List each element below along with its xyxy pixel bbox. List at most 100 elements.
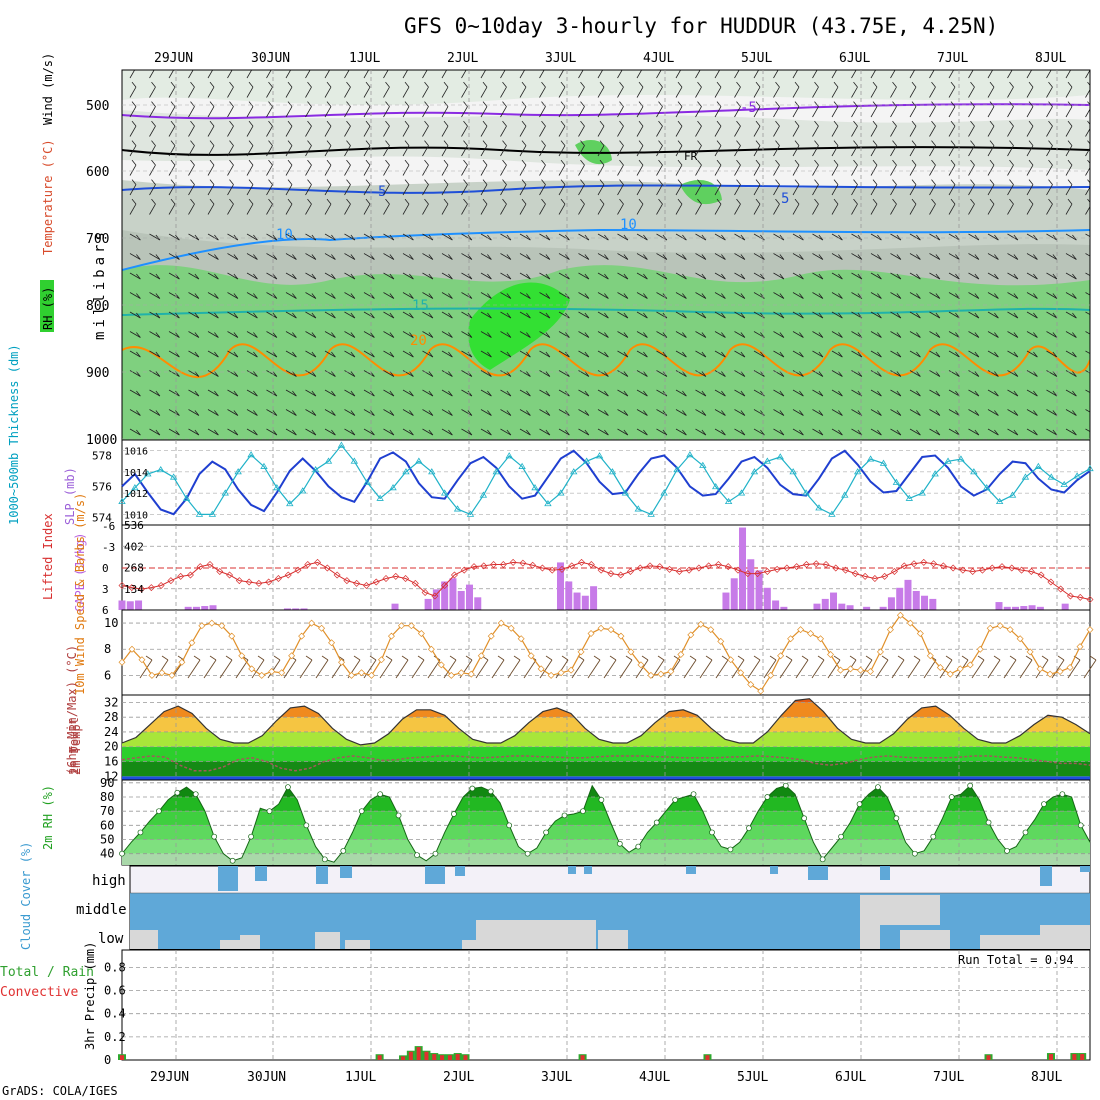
wind-speed-point [807,630,815,638]
slp-point [957,455,965,462]
lifted-index-point [646,562,654,570]
wind-speed-point [567,666,575,674]
lifted-index-point [402,575,410,582]
wind-speed-point [1056,667,1064,675]
wind-speed-point [667,667,675,675]
slp-point [453,505,462,512]
rh2m-label: 2m RH (%) [41,785,55,850]
rh-point [598,796,605,803]
top-date-label: 8JUL [1035,51,1066,66]
slp-point [298,487,307,494]
slp-point [905,494,914,501]
lifted-index-point [177,572,185,580]
wind-speed-point [1046,670,1054,678]
wind10m-ticks: 6 8 10 [104,616,118,682]
rh-point [764,794,771,800]
rh-point [893,815,900,822]
precip-convective-bar [455,1054,460,1060]
lifted-index-point [812,560,820,568]
lifted-index-point [265,578,273,586]
wind-tick: 6 [104,668,111,682]
cape-tick: 536 [124,519,144,532]
precip-bars [118,1046,1087,1060]
rh-line [121,784,1091,863]
top-date-label: 29JUN [154,51,193,66]
cloud-low-label: low [98,931,124,947]
wind-speed-point [318,624,326,632]
cape-bar [772,600,780,610]
lifted-index-point [323,564,331,572]
lifted-index-point [294,566,302,574]
lifted-index-point [675,568,683,575]
lifted-index-point [1076,593,1084,601]
precip-convective-bar [1048,1054,1053,1060]
wind-speed-point [447,671,455,679]
lifted-index-point [656,563,664,571]
wind-speed-point [1026,648,1034,656]
top-date-label: 3JUL [545,51,576,66]
upper-ytick: 500 [86,99,109,114]
lifted-index-point [558,565,566,573]
lifted-index-point [460,566,468,574]
wind-speed-point [128,645,136,653]
temp-tick: 28 [104,710,118,724]
wind-speed-point [757,687,765,695]
slp-point [983,484,991,491]
cape-bar [846,605,854,610]
slp-point [363,478,371,485]
lifted-index-point [382,575,390,582]
lifted-index-point [744,570,752,578]
bottom-date-label: 5JUL [737,1070,768,1085]
wind-speed-point [677,650,685,658]
lifted-index-point [509,558,517,566]
lifted-index-point [490,561,498,568]
wind-speed-point [727,656,735,664]
upper-ytick: 900 [86,366,109,381]
temp-band [122,776,1090,780]
lifted-index-point [607,570,615,578]
top-date-label: 1JUL [349,51,380,66]
top-date-label: 4JUL [643,51,674,66]
wind-speed-point [607,626,615,634]
cape-bar [912,590,920,610]
cloud-panel: high middle low Cloud Cover (%) [19,842,1091,950]
millibars-label: millibars [92,228,108,340]
temp-tick: 24 [104,725,118,739]
cloud-label: Cloud Cover (%) [19,842,33,950]
rh-markers [119,782,1084,864]
wind-speed-point [966,661,974,669]
cape-bar [904,579,912,610]
rh-point [451,811,457,817]
rh-point [506,822,513,829]
rh-point [561,812,568,819]
precip-convective-bar [416,1047,421,1060]
slp-point [647,510,655,517]
cape-bar [135,600,143,610]
wind-speed-point [886,626,894,634]
footer-credit: GrADS: COLA/IGES [2,1084,118,1098]
lifted-index-point [196,563,204,571]
slp-point [686,451,694,458]
rh-point [875,784,881,790]
cape-bar [449,578,457,610]
wind-speed-point [876,648,884,656]
lifted-index-point [695,564,703,572]
wind-speed-point [647,671,655,679]
low-cloud-bar [598,930,628,949]
slp-point [660,489,668,496]
wind-speed-point [467,670,475,678]
slp-point [221,489,229,496]
rh-point [377,791,383,798]
slp-point [350,457,359,464]
wind-speed-point [148,671,156,679]
wind-speed-point [926,652,934,660]
wind10m-panel: 6 8 10 10m Wind Speed & Barbs (m/s) [73,493,1097,696]
rh-point [358,808,365,815]
bottom-date-label: 1JUL [345,1070,376,1085]
wind-speed-point [527,652,535,660]
precip-convective-label: Convective [0,985,78,1000]
low-cloud-bar [980,935,1040,949]
slp-point [311,465,320,473]
slp-point [144,470,152,477]
